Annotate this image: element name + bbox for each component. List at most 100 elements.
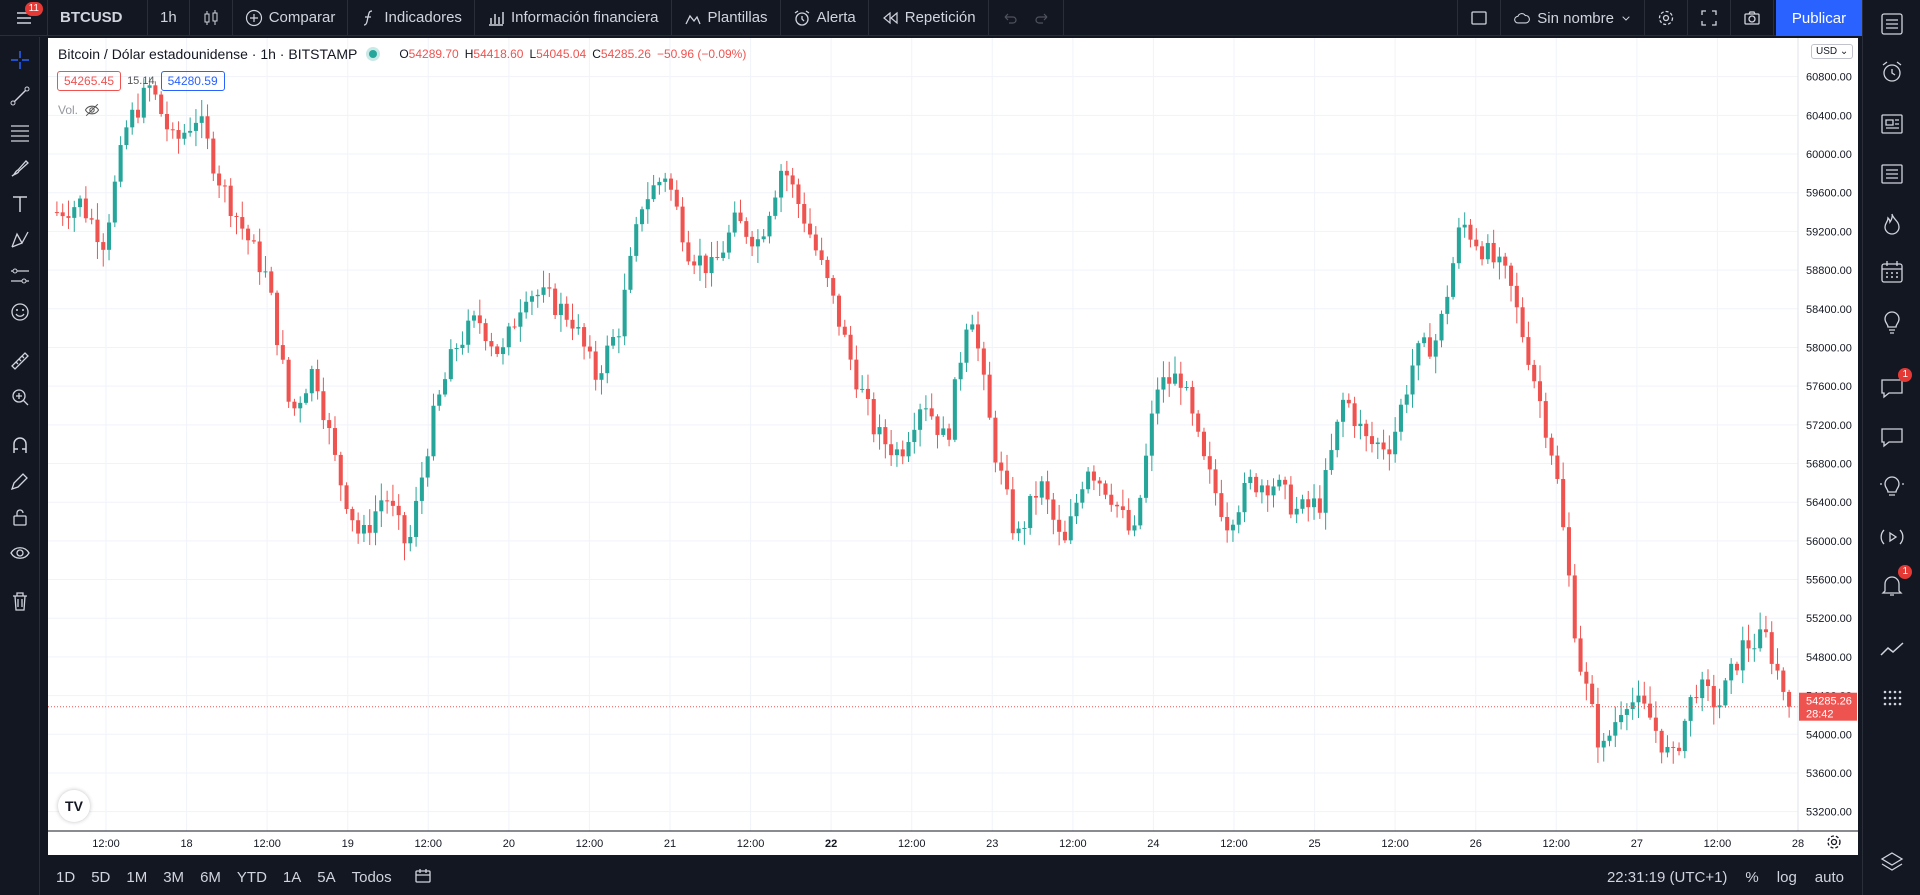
order-panel-button[interactable] [1878, 636, 1906, 664]
messages-button[interactable] [1878, 423, 1906, 451]
candle-body [1010, 489, 1015, 534]
settings-button[interactable] [1645, 0, 1688, 36]
measure-tool[interactable] [6, 347, 34, 375]
prediction-tool[interactable] [6, 262, 34, 290]
icons-tool[interactable] [6, 298, 34, 326]
symbol-search-button[interactable]: BTCUSD [48, 0, 148, 36]
interval-button[interactable]: 1h [148, 0, 190, 36]
crosshair-tool[interactable] [6, 46, 34, 74]
candle-body [1172, 373, 1178, 384]
calendar-button[interactable] [1878, 258, 1906, 286]
remove-drawings-tool[interactable] [6, 587, 34, 615]
alerts-list-button[interactable] [1878, 58, 1906, 86]
news-button[interactable] [1878, 110, 1906, 138]
candle-body [1283, 479, 1288, 485]
trendline-icon [10, 86, 30, 106]
publish-button[interactable]: Publicar [1776, 0, 1862, 36]
price-tick-label: 58800.00 [1806, 265, 1852, 277]
range-3m[interactable]: 3M [163, 869, 185, 886]
stay-drawing-tool[interactable] [6, 467, 34, 495]
range-5d[interactable]: 5D [91, 869, 111, 886]
text-tool[interactable] [6, 190, 34, 218]
notifications-button[interactable]: 1 [1878, 565, 1912, 599]
horizontal-lines-icon [11, 125, 29, 142]
trendline-tool[interactable] [6, 82, 34, 110]
time-axis[interactable]: 12:00 18 12:00 19 12:00 20 12:00 21 12:00 22 12:00… [48, 830, 1858, 850]
fib-tool[interactable] [6, 118, 34, 146]
candle-body [1682, 720, 1687, 752]
brush-tool[interactable] [6, 154, 34, 182]
dom-button[interactable] [1878, 684, 1906, 712]
price-axis[interactable]: 53200.0053600.0054000.0054400.0054800.00… [1797, 38, 1858, 855]
range-ytd[interactable]: YTD [236, 869, 267, 886]
price-tick-label: 59200.00 [1806, 226, 1852, 238]
log-scale-toggle[interactable]: log [1776, 869, 1797, 886]
replay-button[interactable]: Repetición [869, 0, 989, 36]
indicators-button[interactable]: Indicadores [348, 0, 475, 36]
range-5a[interactable]: 5A [317, 869, 336, 886]
range-6m[interactable]: 6M [200, 869, 221, 886]
zoom-tool[interactable] [6, 383, 34, 411]
candle-body [1740, 640, 1745, 671]
price-chart[interactable]: 53200.0053600.0054000.0054400.0054800.00… [48, 38, 1858, 855]
range-todos[interactable]: Todos [351, 869, 392, 886]
range-1a[interactable]: 1A [282, 869, 302, 886]
candle-body [860, 388, 865, 390]
hide-drawings-tool[interactable] [6, 539, 34, 567]
candle-body [1752, 648, 1757, 650]
redo-icon[interactable] [1033, 9, 1051, 27]
main-menu-button[interactable]: 11 [0, 0, 48, 36]
candle-body [286, 359, 291, 402]
tradingview-logo[interactable]: TV [58, 790, 90, 822]
undo-icon[interactable] [1001, 9, 1019, 27]
layers-button[interactable] [1878, 849, 1906, 877]
candle-body [135, 109, 141, 118]
data-window-button[interactable] [1878, 160, 1906, 188]
range-1m[interactable]: 1M [126, 869, 148, 886]
chart-pane[interactable]: 53200.0053600.0054000.0054400.0054800.00… [48, 38, 1858, 855]
time-tick-label: 25 [1308, 838, 1320, 850]
fullscreen-button[interactable] [1688, 0, 1731, 36]
financials-button[interactable]: Información financiera [475, 0, 672, 36]
eye-slash-icon[interactable] [84, 102, 100, 118]
ideas-button[interactable] [1878, 308, 1906, 336]
chart-settings-icon[interactable] [1825, 833, 1843, 851]
layout-select-button[interactable] [1457, 0, 1502, 36]
chart-type-button[interactable] [190, 0, 233, 36]
function-icon [364, 9, 373, 26]
bid-button[interactable]: 54265.45 [57, 71, 122, 91]
magnet-tool[interactable] [6, 431, 34, 459]
candle-body [1746, 640, 1751, 649]
right-sidebar: 1 1 [1862, 0, 1920, 895]
snapshot-button[interactable] [1731, 0, 1774, 36]
range-1d[interactable]: 1D [56, 869, 76, 886]
top-toolbar: 11 BTCUSD 1h Comparar Indicadores Inform… [0, 0, 1920, 36]
currency-select[interactable]: USD ⌄ [1811, 44, 1854, 59]
watchlist-button[interactable] [1878, 10, 1906, 38]
percent-scale-toggle[interactable]: % [1745, 869, 1759, 886]
chats-button[interactable]: 1 [1878, 368, 1912, 402]
templates-button[interactable]: Plantillas [672, 0, 781, 36]
price-tick-label: 60000.00 [1806, 149, 1852, 161]
streams-button[interactable] [1878, 523, 1906, 551]
candle-body [709, 257, 714, 274]
pattern-tool[interactable] [6, 226, 34, 254]
alert-button[interactable]: Alerta [781, 0, 869, 36]
ask-button[interactable]: 54280.59 [160, 71, 225, 91]
candle-body [1155, 389, 1160, 414]
clock-timezone[interactable]: 22:31:19 (UTC+1) [1606, 869, 1728, 886]
candle-body [1422, 337, 1427, 344]
candle-body [1711, 686, 1716, 708]
candle-body [1207, 456, 1212, 470]
candle-body [645, 199, 650, 210]
idea-stream-button[interactable] [1878, 473, 1906, 501]
save-layout-button[interactable]: Sin nombre [1501, 0, 1645, 36]
lock-drawings-tool[interactable] [6, 503, 34, 531]
go-to-date-button[interactable] [414, 867, 432, 889]
auto-scale-toggle[interactable]: auto [1814, 869, 1844, 886]
hotlists-button[interactable] [1878, 210, 1906, 238]
compare-button[interactable]: Comparar [233, 0, 349, 36]
candle-body [1578, 638, 1583, 672]
candle-body [1364, 423, 1369, 437]
candle-body [1729, 663, 1734, 681]
